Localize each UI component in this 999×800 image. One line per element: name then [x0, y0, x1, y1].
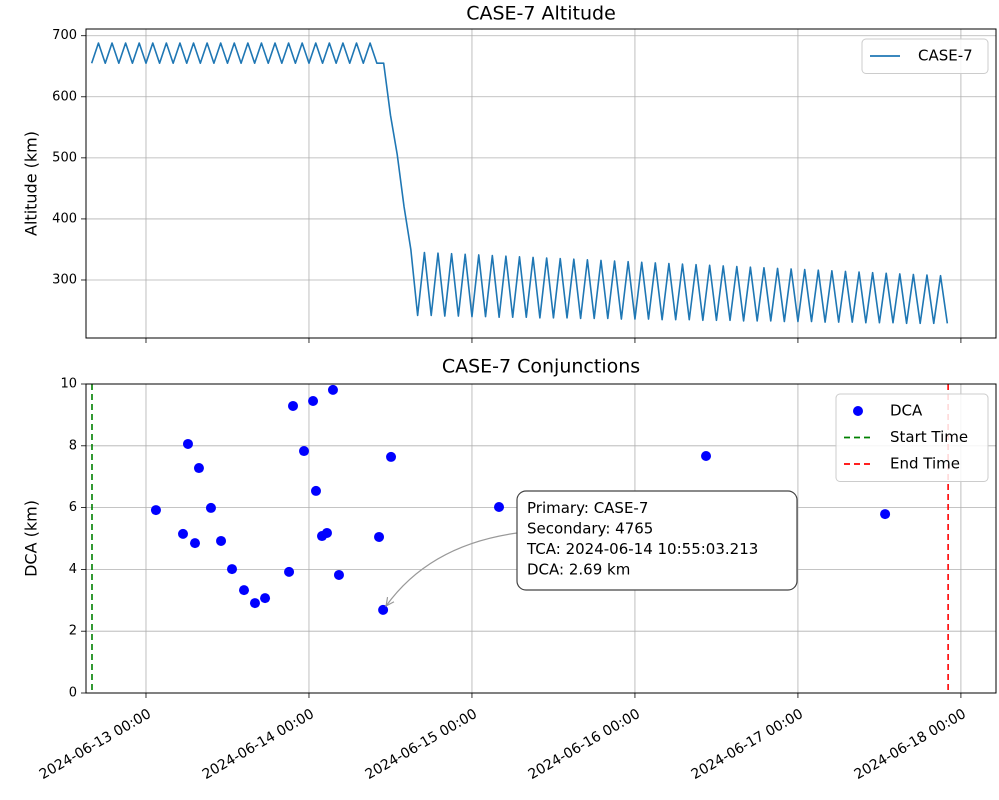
chart-title: CASE-7 Conjunctions — [442, 356, 640, 378]
annotation-text: TCA: 2024-06-14 10:55:03.213 — [526, 540, 758, 558]
point — [216, 535, 227, 546]
point — [327, 384, 338, 395]
y-tick-label: 6 — [69, 500, 77, 515]
point — [284, 566, 295, 577]
y-tick-label: 10 — [60, 377, 77, 392]
point — [182, 438, 193, 449]
y-axis-label: Altitude (km) — [22, 131, 41, 236]
x-tick-label: 2024-06-14 00:00 — [200, 706, 317, 783]
x-tick-label: 2024-06-18 00:00 — [852, 706, 969, 783]
point — [374, 531, 385, 542]
annotation-text: Primary: CASE-7 — [527, 499, 648, 517]
point — [239, 585, 250, 596]
y-tick-label: 0 — [69, 686, 77, 701]
annotation-text: Secondary: 4765 — [527, 520, 653, 538]
y-tick-label: 500 — [52, 150, 77, 165]
point — [321, 527, 332, 538]
annotation-text: DCA: 2.69 km — [527, 561, 630, 579]
point — [150, 505, 161, 516]
legend-label: CASE-7 — [918, 47, 973, 65]
x-tick-label: 2024-06-15 00:00 — [363, 706, 480, 783]
x-tick-label: 2024-06-13 00:00 — [37, 706, 154, 783]
point — [880, 509, 891, 520]
point — [205, 502, 216, 513]
point — [378, 604, 389, 615]
legend-box — [861, 38, 989, 74]
point — [701, 450, 712, 461]
legend-label: DCA — [890, 402, 923, 420]
legend-swatch — [853, 406, 863, 416]
point — [177, 528, 188, 539]
y-tick-label: 8 — [69, 438, 77, 453]
legend-label: Start Time — [890, 428, 968, 446]
x-tick-label: 2024-06-17 00:00 — [689, 706, 806, 783]
point — [260, 593, 271, 604]
point — [308, 395, 319, 406]
point — [494, 501, 505, 512]
point — [249, 598, 260, 609]
point — [227, 564, 238, 575]
legend-box — [835, 393, 989, 482]
y-tick-label: 400 — [52, 211, 77, 226]
line — [90, 42, 949, 325]
annotation-arrow — [386, 532, 518, 606]
y-tick-label: 700 — [52, 28, 77, 43]
point — [333, 569, 344, 580]
point — [386, 451, 397, 462]
y-tick-label: 600 — [52, 89, 77, 104]
y-axis-label: DCA (km) — [22, 500, 41, 577]
x-tick-label: 2024-06-16 00:00 — [526, 706, 643, 783]
point — [298, 446, 309, 457]
point — [193, 463, 204, 474]
point — [310, 485, 321, 496]
plot-frame — [85, 28, 997, 339]
y-tick-label: 4 — [69, 562, 77, 577]
y-tick-label: 300 — [52, 272, 77, 287]
y-tick-label: 2 — [69, 624, 77, 639]
point — [189, 538, 200, 549]
chart-title: CASE-7 Altitude — [466, 3, 616, 25]
plot-frame — [85, 383, 997, 694]
annotation-box — [516, 490, 798, 591]
point — [288, 400, 299, 411]
legend-label: End Time — [890, 455, 960, 473]
